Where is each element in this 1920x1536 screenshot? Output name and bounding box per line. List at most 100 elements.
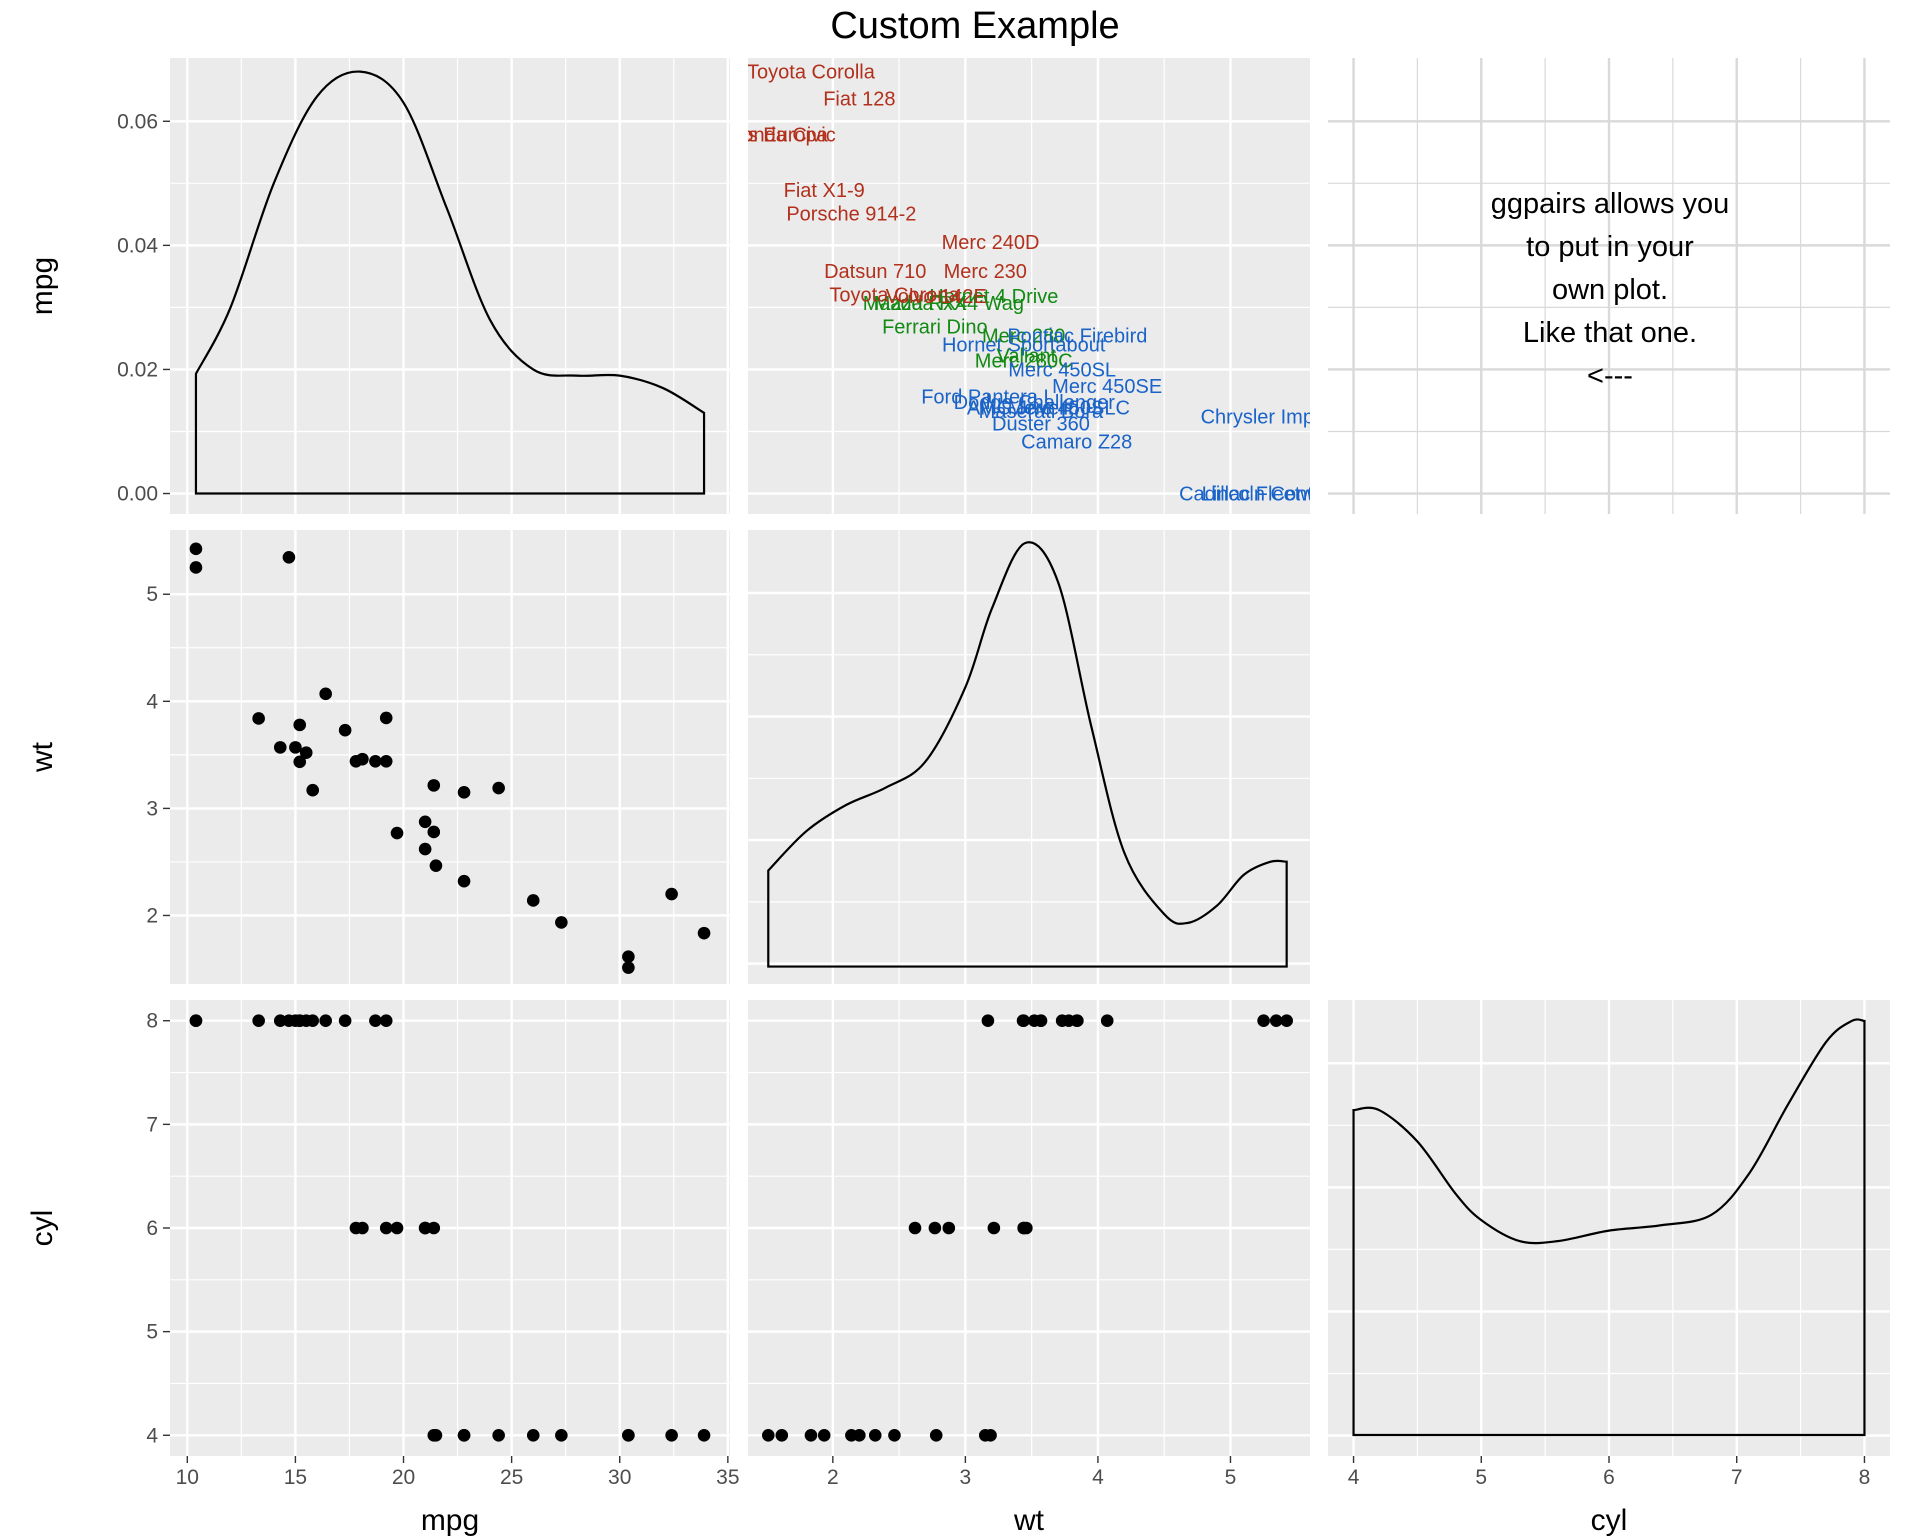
data-point: [390, 1221, 404, 1235]
car-label: Maserati Bora: [979, 401, 1104, 423]
data-point: [492, 1428, 505, 1442]
x-axis-title-cyl: cyl: [1591, 1504, 1628, 1536]
note-line: own plot.: [1552, 274, 1668, 306]
data-point: [929, 1428, 943, 1442]
density-curve-cyl: [1352, 1018, 1866, 1437]
data-point: [942, 1221, 956, 1235]
panel-mpg-mpg: [170, 58, 730, 514]
data-point: [1034, 1014, 1048, 1028]
data-point: [622, 950, 635, 963]
car-label: Volvo 142E: [886, 286, 987, 308]
car-label: Merc 450SLC: [1008, 397, 1130, 419]
panel-mpg-cyl: [1328, 58, 1890, 514]
data-point: [306, 1014, 320, 1028]
car-label: Mazda RX4 Wag: [874, 293, 1024, 315]
data-point: [306, 783, 320, 797]
data-point: [1100, 1014, 1114, 1028]
car-label: Fiat 128: [823, 89, 895, 111]
data-point: [189, 561, 203, 574]
data-point: [418, 1221, 432, 1235]
data-point: [555, 1428, 568, 1442]
y-tick-label: 0.02: [117, 358, 158, 381]
data-point: [379, 754, 393, 768]
car-label: Ford Pantera L: [921, 387, 1054, 409]
y-tick-label: 5: [146, 1321, 158, 1344]
density-curve-mpg: [194, 70, 706, 495]
data-point: [293, 718, 307, 732]
car-label: Fiat X1-9: [784, 180, 865, 202]
data-point: [622, 1428, 635, 1442]
data-point: [369, 754, 382, 768]
car-label: Merc 240D: [942, 232, 1040, 254]
y-tick-label: 4: [146, 690, 158, 713]
data-point: [252, 1014, 265, 1028]
x-tick-label: 5: [1475, 1466, 1487, 1489]
panel-wt-wt: [748, 530, 1310, 984]
car-label: Hornet Sportabout: [942, 335, 1106, 357]
data-point: [349, 754, 363, 768]
panel-background: [748, 58, 1310, 514]
car-label: Chrysler Imperial: [1201, 406, 1352, 428]
x-axis-title-mpg: mpg: [421, 1504, 479, 1536]
data-point: [845, 1428, 858, 1442]
data-point: [252, 712, 265, 725]
data-point: [418, 842, 432, 856]
car-label: Datsun 710: [824, 261, 926, 283]
y-tick-label: 0.04: [117, 234, 158, 257]
car-label: Dodge Challenger: [954, 392, 1116, 414]
data-point: [427, 1221, 441, 1235]
x-tick-label: 6: [1603, 1466, 1615, 1489]
data-point: [273, 1014, 287, 1028]
panel-cyl-mpg: [170, 1000, 730, 1456]
panel-cyl-cyl: [1328, 1000, 1890, 1456]
data-point: [804, 1428, 818, 1442]
data-point: [1071, 1014, 1084, 1028]
car-label: Merc 450SL: [1008, 360, 1116, 382]
car-label: Mazda RX4: [863, 293, 968, 315]
data-point: [928, 1221, 942, 1235]
data-point: [349, 1221, 363, 1235]
x-tick-label: 2: [827, 1466, 839, 1489]
x-tick-label: 4: [1092, 1466, 1104, 1489]
data-point: [888, 1428, 901, 1442]
data-point: [427, 1428, 441, 1442]
panel-background: [748, 530, 1310, 984]
y-axis-title-wt: wt: [26, 741, 59, 773]
density-curve-wt: [767, 541, 1288, 968]
data-point: [189, 1014, 203, 1028]
data-point: [761, 1428, 775, 1442]
custom-text-panel: ggpairs allows you to put in your own plot…: [1491, 188, 1730, 392]
data-point: [457, 874, 471, 888]
data-point: [429, 859, 443, 872]
data-point: [427, 779, 441, 792]
data-point: [526, 894, 540, 907]
data-point: [299, 746, 313, 760]
car-label: Pontiac Firebird: [1007, 326, 1147, 348]
data-point: [555, 916, 568, 929]
x-tick-label: 5: [1225, 1466, 1237, 1489]
x-tick-label: 10: [176, 1466, 199, 1489]
data-point: [319, 1014, 332, 1028]
car-label: Lotus Europa: [709, 124, 829, 146]
note-line: ggpairs allows you: [1491, 188, 1730, 220]
data-point: [1257, 1014, 1270, 1028]
car-label: Cadillac Fleetwood: [1179, 484, 1348, 506]
data-point: [319, 687, 332, 701]
x-tick-label: 15: [284, 1466, 307, 1489]
y-axis-title-mpg: mpg: [26, 257, 59, 315]
x-tick-label: 20: [392, 1466, 415, 1489]
x-tick-label: 30: [608, 1466, 631, 1489]
car-label: Honda Civic: [728, 124, 836, 146]
data-point: [338, 1014, 352, 1028]
x-tick-label: 7: [1731, 1466, 1743, 1489]
data-point: [1269, 1014, 1283, 1028]
car-label: Lincoln Continental: [1202, 484, 1372, 506]
y-axis-title-cyl: cyl: [26, 1210, 59, 1247]
data-point: [665, 1428, 678, 1442]
data-point: [1017, 1221, 1030, 1235]
data-point: [868, 1428, 882, 1442]
x-tick-label: 25: [500, 1466, 523, 1489]
